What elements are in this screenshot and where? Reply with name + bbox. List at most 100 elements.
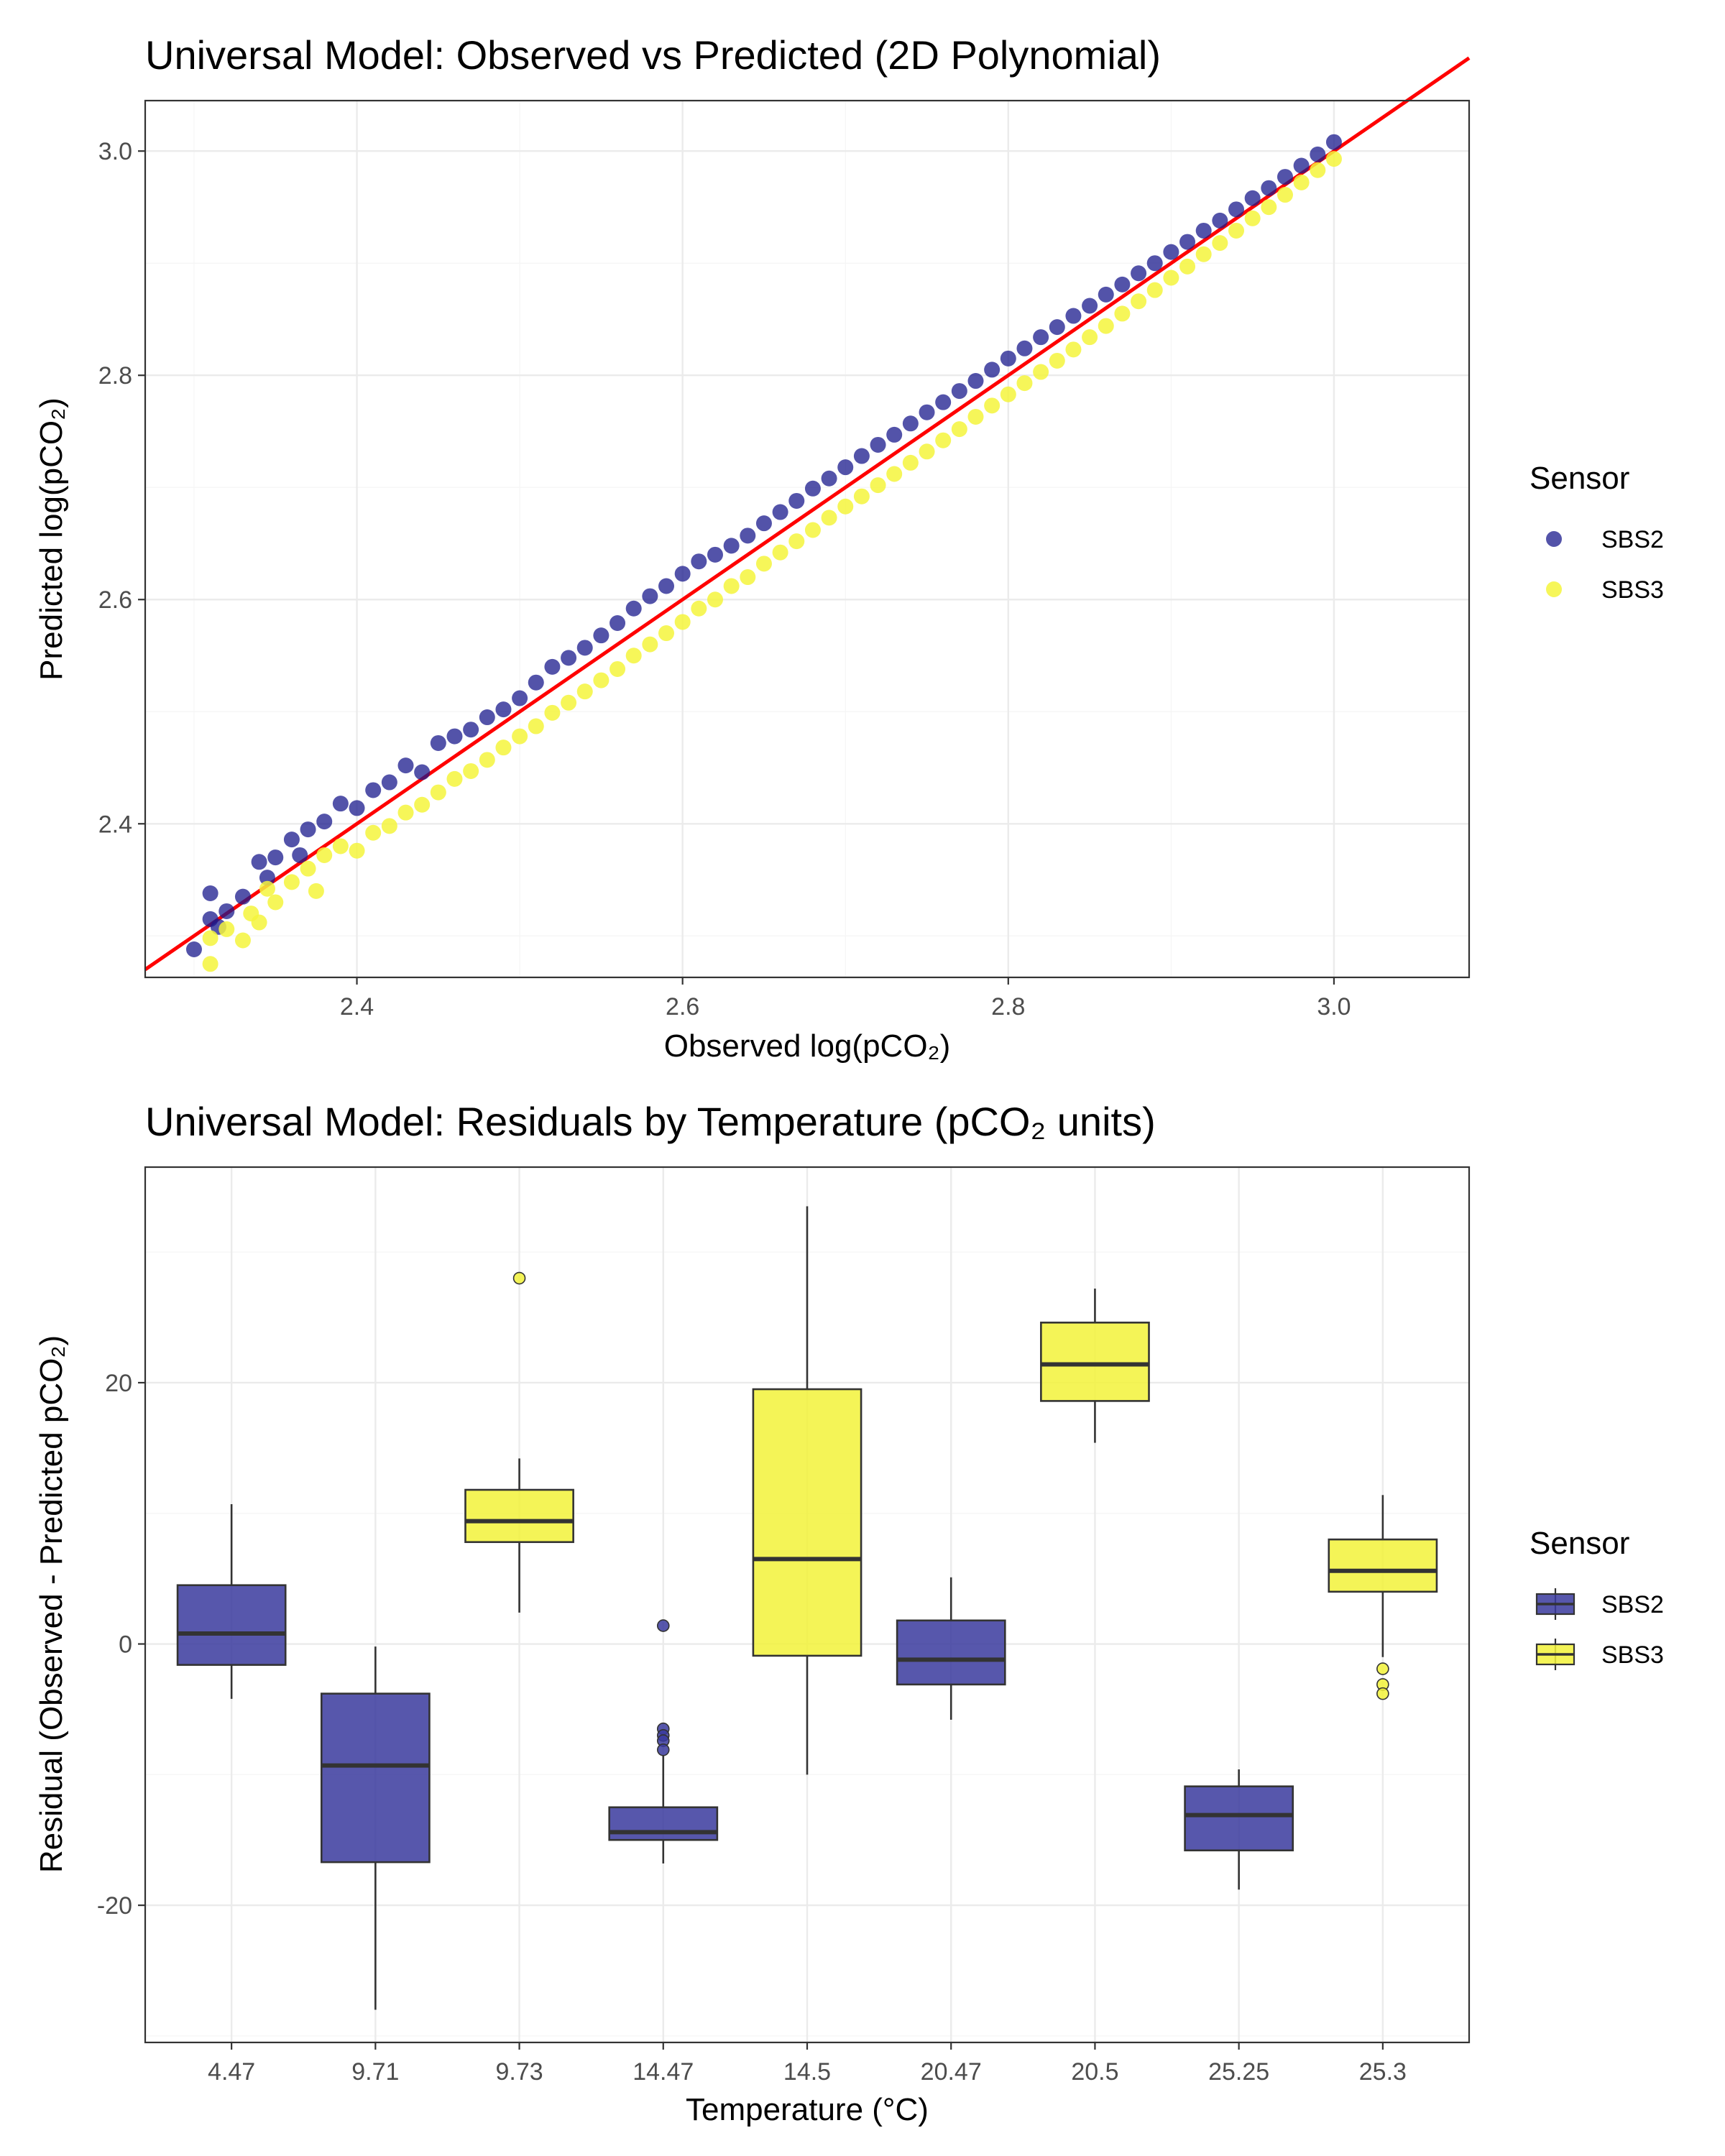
scatter-point-sbs2 [642,588,658,604]
scatter-point-sbs3 [1276,187,1293,203]
boxplot-box-9-73 [464,1271,574,1613]
boxplot-iqr-box [1184,1785,1294,1852]
scatter-point-sbs3 [446,770,463,787]
scatter-point-sbs3 [740,569,756,586]
scatter-point-sbs3 [218,921,235,937]
scatter-chart: Universal Model: Observed vs Predicted (… [34,32,1664,1064]
scatter-point-sbs2 [967,373,984,390]
boxplot-outlier-point [656,1619,670,1632]
scatter-x-tick-label: 2.4 [340,993,374,1021]
scatter-point-sbs3 [804,522,821,538]
scatter-title: Universal Model: Observed vs Predicted (… [145,32,1161,78]
boxplot-x-axis: 4.47 9.71 9.73 14.47 14.5 20.47 20.5 25.25 25.3 [208,2042,1407,2086]
scatter-point-sbs3 [967,408,984,425]
scatter-point-sbs3 [1016,375,1033,392]
boxplot-box-14-47 [608,1619,719,1864]
boxplot-x-tick-label: 9.73 [495,2058,543,2086]
scatter-point-sbs2 [935,394,952,410]
boxplot-outlier-point [656,1743,670,1756]
boxplot-box-4-47 [176,1504,287,1699]
scatter-point-sbs3 [723,578,740,594]
scatter-point-sbs3 [202,956,218,972]
scatter-point-sbs3 [674,614,691,630]
scatter-point-sbs3 [1310,162,1326,178]
scatter-point-sbs2 [234,888,251,905]
scatter-point-sbs2 [658,578,675,594]
boxplot-box-14-5 [752,1206,862,1775]
scatter-point-sbs2 [479,709,495,726]
scatter-point-sbs3 [821,510,837,526]
scatter-point-sbs2 [1098,286,1114,303]
scatter-point-sbs3 [1261,199,1277,216]
boxplot-box-25-25 [1184,1769,1294,1890]
scatter-point-sbs3 [1163,270,1179,286]
scatter-legend-key-sbs3 [1546,581,1562,597]
boxplot-legend-label-sbs3: SBS3 [1601,1641,1664,1669]
scatter-point-sbs3 [788,533,805,550]
scatter-y-tick-label: 2.4 [98,811,132,838]
scatter-point-sbs3 [1098,318,1114,334]
scatter-point-sbs3 [1293,174,1310,190]
scatter-point-sbs2 [512,690,528,706]
boxplot-legend-title: Sensor [1530,1526,1629,1561]
boxplot-y-axis-title: Residual (Observed - Predicted pCO₂) [34,1335,69,1873]
scatter-point-sbs2 [1325,134,1342,150]
boxplot-iqr-box [176,1584,287,1666]
scatter-point-sbs2 [902,415,919,432]
scatter-point-sbs2 [740,528,756,544]
scatter-point-sbs2 [610,615,626,632]
scatter-point-sbs2 [1276,169,1293,185]
scatter-point-sbs2 [300,821,316,838]
scatter-point-sbs3 [1228,222,1245,239]
scatter-x-tick-label: 3.0 [1317,993,1351,1021]
scatter-point-sbs2 [292,847,308,863]
scatter-point-sbs3 [984,397,1000,414]
scatter-point-sbs3 [561,694,577,711]
scatter-point-sbs2 [804,480,821,497]
boxplot-iqr-box [1040,1322,1150,1402]
scatter-point-sbs3 [316,847,333,863]
scatter-point-sbs3 [576,683,593,700]
scatter-point-sbs3 [951,421,967,438]
scatter-point-sbs2 [576,640,593,656]
scatter-point-sbs3 [365,824,382,841]
scatter-gridlines [145,101,1469,977]
scatter-point-sbs2 [365,782,382,798]
scatter-point-sbs3 [512,728,528,745]
scatter-point-sbs3 [1000,386,1016,402]
boxplot-x-tick-label: 20.5 [1071,2058,1118,2086]
scatter-series-sbs3 [202,151,1342,972]
scatter-points [185,134,1342,972]
scatter-point-sbs2 [1131,265,1147,282]
scatter-point-sbs3 [610,660,626,677]
scatter-point-sbs2 [1310,146,1326,162]
scatter-point-sbs2 [414,764,431,780]
boxplot-legend: Sensor SBS2 SBS3 [1530,1526,1664,1670]
boxplot-x-tick-label: 4.47 [208,2058,255,2086]
boxplot-iqr-box [1328,1538,1438,1593]
boxplot-x-tick-label: 20.47 [921,2058,982,2086]
scatter-point-sbs3 [1195,246,1212,262]
scatter-point-sbs3 [300,860,316,877]
scatter-y-axis: 2.4 2.6 2.8 3.0 [98,138,145,838]
scatter-point-sbs2 [316,814,333,830]
scatter-point-sbs2 [707,546,723,563]
scatter-point-sbs2 [1195,222,1212,239]
scatter-point-sbs2 [202,885,218,901]
boxplot-boxes [176,1206,1438,2010]
scatter-point-sbs3 [853,488,870,505]
boxplot-iqr-box [752,1388,862,1657]
scatter-point-sbs2 [218,903,235,919]
scatter-point-sbs2 [1049,319,1065,336]
boxplot-y-tick-label: -20 [97,1892,132,1920]
scatter-legend-label-sbs2: SBS2 [1601,526,1664,553]
boxplot-outlier-point [1376,1662,1389,1675]
boxplot-x-tick-label: 9.71 [351,2058,399,2086]
scatter-panel-border [144,99,1471,979]
scatter-y-tick-label: 2.6 [98,586,132,614]
scatter-point-sbs3 [1065,341,1082,358]
scatter-reference-line [144,56,1471,972]
scatter-point-sbs3 [870,477,886,494]
boxplot-box-20-47 [896,1577,1006,1720]
